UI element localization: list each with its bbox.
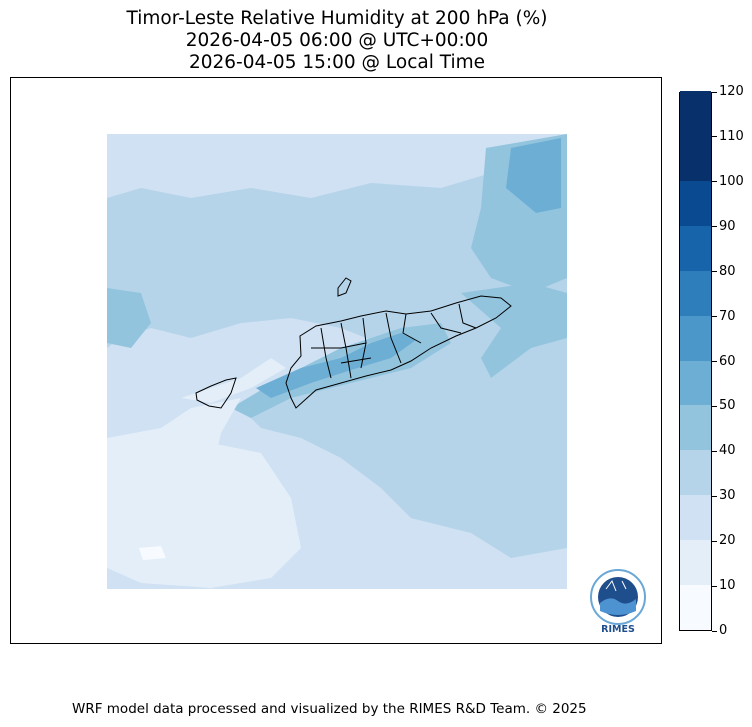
colorbar-segment [680, 494, 711, 541]
humidity-map [107, 134, 567, 589]
humidity-band-40-50-west [107, 288, 151, 348]
footer-credit: WRF model data processed and visualized … [72, 701, 587, 717]
colorbar-tick-label: 40 [719, 443, 736, 459]
humidity-band-30-40-south [241, 358, 567, 558]
colorbar-tick-mark [712, 136, 717, 138]
colorbar-tick-label: 30 [719, 488, 736, 504]
humidity-band-10-20-strait [181, 358, 286, 403]
colorbar-tick-mark [712, 271, 717, 273]
district-boundaries [311, 303, 477, 379]
colorbar-tick-label: 50 [719, 398, 736, 414]
colorbar-segment [680, 539, 711, 586]
colorbar-segment [680, 180, 711, 226]
atauro-island [337, 277, 352, 297]
colorbar-tick-mark [712, 91, 717, 93]
timor-leste-mainland [285, 295, 512, 409]
colorbar-tick-label: 60 [719, 353, 736, 369]
colorbar-segment [680, 225, 711, 271]
humidity-band-50-60-northeast [506, 138, 561, 213]
colorbar-tick-mark [712, 540, 717, 542]
map-subtitle-local: 2026-04-05 15:00 @ Local Time [188, 52, 486, 73]
colorbar-tick-mark [712, 316, 717, 318]
colorbar-segment [680, 584, 711, 630]
humidity-band-0-10-spot [139, 546, 166, 560]
colorbar-segment [680, 90, 711, 136]
colorbar-tick-label: 70 [719, 308, 736, 324]
colorbar-tick-label: 20 [719, 533, 736, 549]
colorbar-segment [680, 449, 711, 496]
humidity-band-40-50-east [461, 283, 567, 378]
map-title: Timor-Leste Relative Humidity at 200 hPa… [126, 8, 548, 29]
colorbar-segment [680, 315, 711, 361]
colorbar-tick-label: 110 [719, 128, 744, 144]
humidity-band-50-60-strait [256, 333, 416, 398]
colorbar-tick-mark [712, 181, 717, 183]
rimes-logo: RIMES [590, 569, 646, 635]
humidity-band-30-40-north [107, 134, 567, 398]
colorbar-tick-label: 100 [719, 173, 744, 189]
colorbar-tick-mark [712, 495, 717, 497]
colorbar-segment [680, 135, 711, 181]
colorbar-segment [680, 404, 711, 451]
colorbar-tick-mark [712, 405, 717, 407]
colorbar-segment [680, 360, 711, 406]
colorbar-tick-label: 90 [719, 218, 736, 234]
colorbar-tick-mark [712, 226, 717, 228]
colorbar-tick-label: 80 [719, 263, 736, 279]
colorbar-tick-mark [712, 585, 717, 587]
humidity-band-20-30-north [107, 134, 567, 198]
country-boundaries [195, 277, 512, 409]
colorbar-tick-label: 0 [719, 623, 728, 638]
colorbar-tick-mark [712, 361, 717, 362]
logo-text: RIMES [601, 624, 635, 635]
colorbar [679, 90, 712, 631]
colorbar-tick-label: 120 [719, 84, 744, 99]
colorbar-tick-mark [712, 450, 717, 452]
colorbar-tick-mark [712, 630, 717, 632]
map-panel [10, 77, 662, 644]
oecusse-enclave [195, 377, 237, 409]
map-subtitle-utc: 2026-04-05 06:00 @ UTC+00:00 [185, 30, 489, 51]
colorbar-segment [680, 270, 711, 316]
colorbar-tick-label: 10 [719, 578, 736, 594]
